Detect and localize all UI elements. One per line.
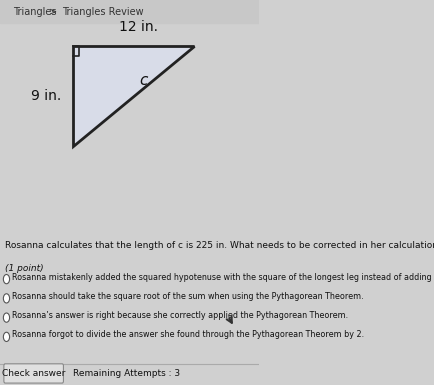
Text: Rosanna’s answer is right because she correctly applied the Pythagorean Theorem.: Rosanna’s answer is right because she co… bbox=[13, 311, 348, 320]
Text: (1 point): (1 point) bbox=[5, 264, 44, 273]
Text: Rosanna should take the square root of the sum when using the Pythagorean Theore: Rosanna should take the square root of t… bbox=[13, 292, 363, 301]
Circle shape bbox=[3, 275, 10, 284]
Text: Rosanna calculates that the length of c is 225 in. What needs to be corrected in: Rosanna calculates that the length of c … bbox=[5, 241, 434, 249]
Text: Check answer: Check answer bbox=[2, 369, 65, 378]
Text: 12 in.: 12 in. bbox=[119, 20, 158, 34]
Text: Rosanna mistakenly added the squared hypotenuse with the square of the longest l: Rosanna mistakenly added the squared hyp… bbox=[13, 273, 434, 282]
Circle shape bbox=[3, 332, 10, 341]
Text: Remaining Attempts : 3: Remaining Attempts : 3 bbox=[72, 369, 179, 378]
Text: Triangles Review: Triangles Review bbox=[62, 7, 144, 17]
Bar bbox=[0, 0, 258, 23]
Circle shape bbox=[3, 313, 10, 322]
FancyBboxPatch shape bbox=[4, 364, 63, 383]
Text: Triangles: Triangles bbox=[13, 7, 56, 17]
Text: >: > bbox=[49, 7, 57, 17]
Text: Rosanna forgot to divide the answer she found through the Pythagorean Theorem by: Rosanna forgot to divide the answer she … bbox=[13, 330, 364, 340]
Circle shape bbox=[3, 294, 10, 303]
Text: 9 in.: 9 in. bbox=[31, 89, 62, 103]
Polygon shape bbox=[72, 46, 194, 146]
Text: c: c bbox=[139, 74, 148, 88]
